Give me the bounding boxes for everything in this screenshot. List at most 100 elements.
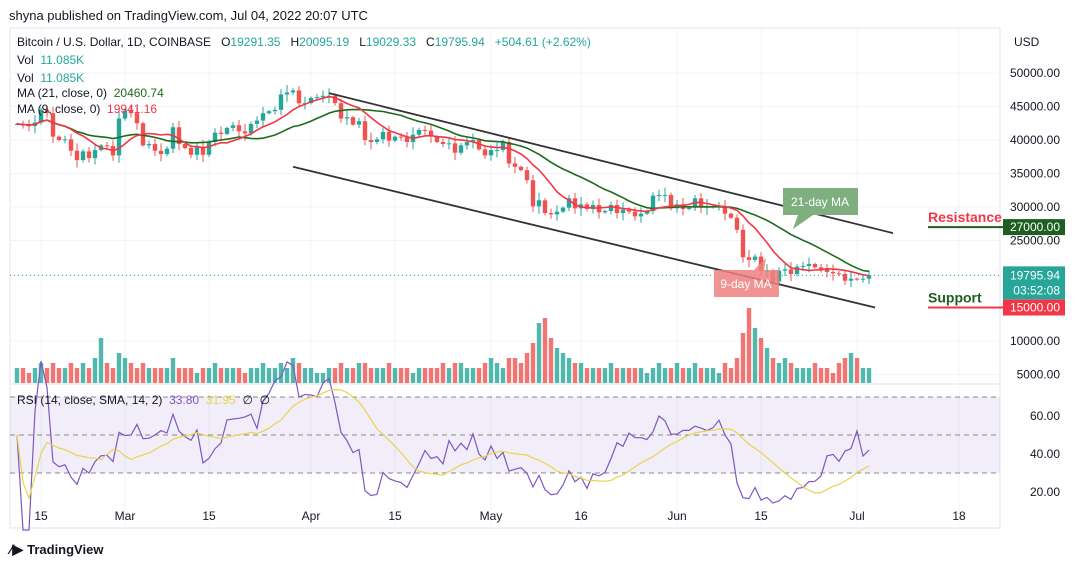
volume-bar: [824, 368, 830, 383]
candle-body: [848, 278, 854, 281]
volume-bar: [86, 368, 92, 383]
candle-body: [380, 131, 386, 140]
volume-bar: [746, 308, 752, 383]
candle-body: [818, 267, 824, 270]
volume-bar: [854, 358, 860, 383]
volume-bar: [524, 353, 530, 383]
high-label: H: [290, 35, 300, 49]
candle-body: [188, 148, 194, 155]
candle-body: [470, 140, 476, 143]
volume-bar: [590, 368, 596, 383]
volume-bar: [620, 368, 626, 383]
candle-body: [314, 97, 320, 99]
candle-body: [260, 113, 266, 121]
x-tick-label: 16: [574, 509, 588, 523]
vol-legend-1: Vol 11.085K: [17, 53, 84, 67]
volume-bar: [278, 363, 284, 383]
tradingview-logo[interactable]: ⁄▶ TradingView: [10, 541, 103, 558]
volume-bar: [608, 363, 614, 383]
candle-body: [434, 136, 440, 143]
tradingview-logo-icon: ⁄▶: [10, 541, 24, 557]
candle-body: [536, 200, 542, 207]
candle-body: [626, 209, 632, 212]
candle-body: [296, 90, 302, 104]
candle-body: [524, 170, 530, 181]
candle-body: [608, 204, 614, 212]
close-label: C: [426, 35, 435, 49]
candle-body: [812, 263, 818, 268]
volume-bar: [116, 353, 122, 383]
candle-body: [644, 211, 650, 214]
volume-bar: [182, 368, 188, 383]
rsi-extra-2: ∅: [259, 393, 271, 407]
volume-bar: [626, 368, 632, 383]
candle-body: [392, 136, 398, 141]
candle-body: [686, 207, 692, 210]
price-tick-label: 5000.00: [1017, 368, 1061, 382]
candle-body: [194, 147, 200, 155]
volume-bar: [134, 368, 140, 383]
candle-body: [866, 275, 872, 279]
volume-bar: [302, 368, 308, 383]
volume-bar: [164, 368, 170, 383]
candle-body: [860, 278, 866, 280]
volume-bar: [638, 368, 644, 383]
volume-bar: [26, 373, 32, 383]
rsi-sma-line: [16, 388, 870, 501]
candle-body: [50, 113, 56, 137]
volume-bar: [662, 368, 668, 383]
candle-body: [350, 117, 356, 125]
candle-body: [128, 110, 134, 114]
candle-body: [560, 207, 566, 212]
volume-bar: [368, 368, 374, 383]
volume-bar: [320, 373, 326, 383]
volume-bar: [602, 368, 608, 383]
x-tick-label: Mar: [115, 509, 136, 523]
volume-bar: [176, 368, 182, 383]
candle-body: [200, 147, 206, 155]
volume-bar: [374, 368, 380, 383]
volume-bar: [500, 368, 506, 383]
volume-bar: [494, 363, 500, 383]
candle-body: [368, 140, 374, 143]
volume-bar: [728, 368, 734, 383]
candle-body: [374, 139, 380, 143]
volume-bar: [440, 363, 446, 383]
logo-text: TradingView: [27, 542, 104, 557]
volume-bar: [290, 358, 296, 383]
volume-bar: [482, 363, 488, 383]
volume-bar: [404, 368, 410, 383]
volume-bar: [338, 363, 344, 383]
volume-bar: [350, 368, 356, 383]
volume-bar: [206, 368, 212, 383]
candle-body: [158, 150, 164, 155]
rsi-tick-label: 40.00: [1030, 447, 1060, 461]
x-tick-label: 15: [202, 509, 216, 523]
candle-body: [236, 125, 242, 132]
volume-bar: [146, 368, 152, 383]
volume-bar: [842, 358, 848, 383]
rsi-legend: RSI (14, close, SMA, 14, 2) 33.80 31.95 …: [17, 393, 270, 407]
candle-body: [440, 142, 446, 145]
candle-body: [782, 269, 788, 271]
candle-body: [650, 195, 656, 212]
volume-bar: [410, 373, 416, 383]
candle-body: [632, 211, 638, 217]
ma21-legend: MA (21, close, 0) 20460.74: [17, 86, 164, 100]
level-price: 27000.00: [1010, 220, 1060, 234]
volume-bar: [362, 363, 368, 383]
candle-body: [44, 109, 50, 114]
volume-bar: [152, 368, 158, 383]
volume-bar: [866, 368, 872, 383]
low-value: 19029.33: [365, 35, 416, 49]
countdown-timer: 03:52:08: [1013, 283, 1060, 297]
high-value: 20095.19: [299, 35, 350, 49]
volume-bar: [806, 368, 812, 383]
candle-body: [206, 142, 212, 155]
symbol-title: Bitcoin / U.S. Dollar, 1D, COINBASE: [17, 35, 212, 49]
open-label: O: [221, 35, 231, 49]
volume-bar: [692, 363, 698, 383]
volume-bar: [668, 368, 674, 383]
rsi-sma-value: 31.95: [205, 393, 236, 407]
